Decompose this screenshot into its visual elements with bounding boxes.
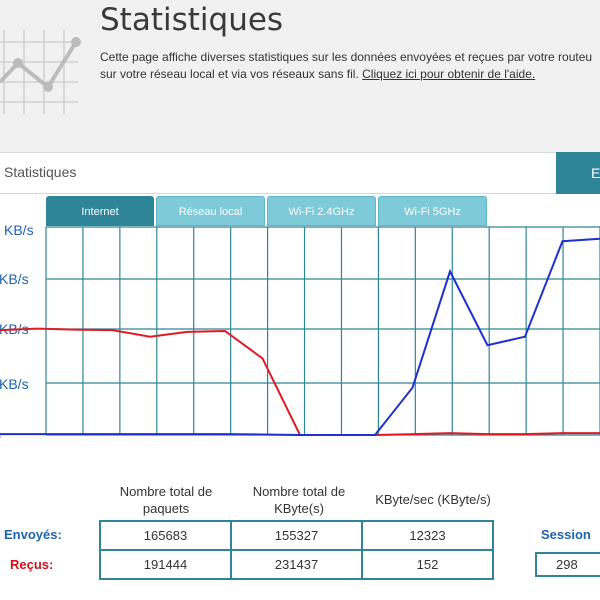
page-description: Cette page affiche diverses statistiques…: [100, 49, 600, 83]
y-axis-label: KB/s: [0, 271, 29, 287]
section-action-button[interactable]: E: [556, 152, 600, 194]
column-header-rate: KByte/sec (KByte/s): [375, 492, 491, 507]
series-line-sent: [0, 327, 600, 436]
table-cell: 191444: [99, 549, 232, 580]
table-cell: 12323: [361, 520, 494, 551]
table-cell: 231437: [230, 549, 363, 580]
series-line-received: [0, 237, 600, 436]
table-cell: 165683: [99, 520, 232, 551]
help-link[interactable]: Cliquez ici pour obtenir de l'aide.: [362, 67, 536, 81]
tab-wifi-24[interactable]: Wi-Fi 2.4GHz: [267, 196, 376, 226]
description-line-2: sur votre réseau local et via vos réseau…: [100, 67, 359, 81]
section-bar: Statistiques E: [0, 152, 600, 194]
y-axis-label: KB/s: [4, 222, 34, 238]
table-row: 165683 155327 12323: [99, 520, 494, 551]
statistics-chart-icon: [0, 30, 81, 114]
column-header-packets: Nombre total de paquets: [119, 484, 213, 516]
page-title: Statistiques: [100, 2, 284, 38]
chart-grid: [45, 226, 600, 436]
session-label: Session: [541, 527, 591, 542]
traffic-chart: [0, 226, 600, 436]
row-label-received: Reçus:: [10, 557, 54, 572]
table-row: 191444 231437 152: [99, 549, 494, 580]
column-header-kbytes: Nombre total de KByte(s): [252, 484, 346, 516]
table-cell: 152: [361, 549, 494, 580]
tab-local-network[interactable]: Réseau local: [156, 196, 265, 226]
y-axis-label: KB/s: [0, 376, 29, 392]
section-title: Statistiques: [4, 164, 77, 180]
stats-table: 165683 155327 12323 191444 231437 152: [99, 520, 494, 580]
tab-wifi-5[interactable]: Wi-Fi 5GHz: [378, 196, 487, 226]
row-label-sent: Envoyés:: [4, 527, 62, 542]
header-area: Statistiques Cette page affiche diverses…: [0, 0, 600, 152]
tab-internet[interactable]: Internet: [46, 196, 154, 226]
table-cell: 155327: [230, 520, 363, 551]
description-line-1: Cette page affiche diverses statistiques…: [100, 50, 593, 64]
session-value: 298: [535, 552, 600, 577]
